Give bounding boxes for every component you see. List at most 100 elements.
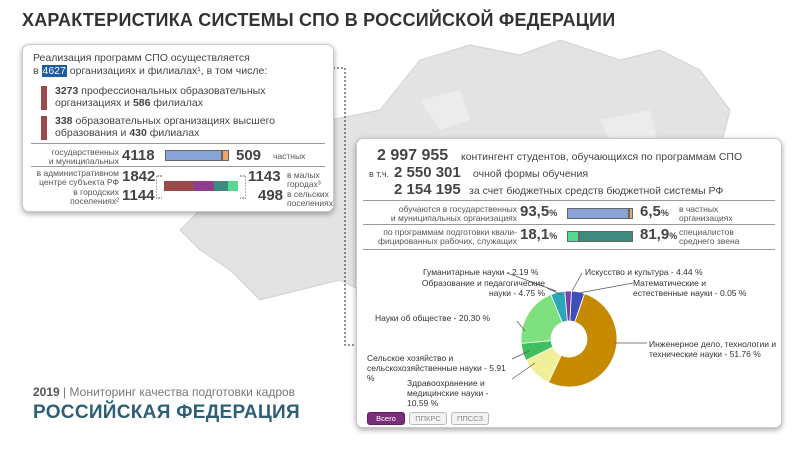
urban-label-line: поселениях²	[70, 196, 119, 206]
entry-text: филиалах	[149, 127, 200, 139]
ownership-bar-private	[222, 150, 229, 161]
pie-slice	[547, 293, 618, 388]
private-org-label-line: в частных	[679, 204, 719, 214]
gov-label-line: и муниципальных	[48, 156, 119, 166]
divider	[31, 166, 325, 167]
entry-value: 3273	[55, 85, 79, 97]
admin-label: в административном центре субъекта РФ	[27, 169, 119, 187]
programs-bar	[567, 231, 633, 242]
settlement-bar-rural	[228, 181, 238, 191]
settlement-bar-admin	[164, 181, 194, 191]
pie-label-health: Здравоохранение и медицинские науки - 10…	[407, 378, 489, 408]
pie-slice	[564, 290, 572, 322]
bracket-left	[156, 175, 162, 199]
rural-label-line: поселениях	[287, 198, 334, 208]
tab-ppkrs[interactable]: ППКРС	[409, 412, 447, 425]
entry-marker	[41, 86, 47, 110]
organizations-panel: Реализация программ СПО осуществляется в…	[22, 44, 334, 212]
entry-marker	[41, 116, 47, 140]
settlement-bars	[156, 175, 246, 199]
fulltime-prefix: в т.ч.	[369, 169, 390, 179]
fulltime-value: 2 550 301	[394, 164, 461, 181]
intro-prefix: в	[33, 65, 39, 77]
programs-bar-workers	[567, 231, 579, 242]
footer-subtitle-text: Мониторинг качества подготовки кадров	[69, 385, 296, 399]
pie-label-social: Науки об обществе - 20.30 %	[375, 313, 491, 323]
urban-value: 1144	[122, 187, 155, 204]
pie-chart	[506, 272, 647, 388]
workers-pct: 18,1%	[520, 226, 557, 243]
pie-label-arts: Искусство и культура - 4.44 %	[585, 267, 703, 277]
pie-label-education: Образование и педагогические науки - 4.7…	[421, 278, 545, 298]
small-towns-label: в малых городах³	[287, 171, 321, 189]
tab-ppssz[interactable]: ППССЗ	[451, 412, 489, 425]
pct-sign: %	[669, 231, 678, 241]
settlement-bar-urban	[194, 181, 214, 191]
admin-label-line: в административном	[36, 168, 119, 178]
state-label: обучаются в государственных и муниципаль…	[365, 205, 517, 223]
urban-label-line: в городских	[73, 187, 119, 197]
org-count: 4627	[41, 65, 67, 77]
private-pct: 6,5%	[640, 203, 669, 220]
gov-label: государственных и муниципальных	[31, 148, 119, 166]
entry-value: 338	[55, 115, 73, 127]
specialists-pct: 81,9%	[640, 226, 677, 243]
pie-leader-line	[571, 272, 583, 292]
pie-leader-line	[511, 362, 536, 380]
intro-text: Реализация программ СПО осуществляется в…	[33, 52, 267, 78]
small-towns-value: 1143	[248, 168, 281, 185]
budget-value: 2 154 195	[394, 181, 461, 198]
entry-text: филиалах	[153, 97, 203, 109]
state-label-line: обучаются в государственных	[398, 204, 517, 214]
admin-label-line: центре субъекта РФ	[39, 177, 119, 187]
student-ownership-bar-state	[567, 208, 629, 219]
gov-value: 4118	[122, 147, 155, 164]
footer-year: 2019	[33, 385, 60, 399]
bracket-right	[240, 175, 246, 199]
divider	[31, 143, 325, 144]
workers-label-line: фицированных рабочих, служащих	[377, 236, 517, 246]
pie-label-humanities: Гуманитарные науки - 2.19 %	[423, 267, 539, 277]
footer-separator: |	[63, 385, 67, 399]
admin-value: 1842	[122, 168, 156, 185]
fulltime-text: очной формы обучения	[473, 168, 589, 180]
private-pct-value: 6,5	[640, 203, 661, 220]
divider	[363, 200, 775, 201]
budget-text: за счет бюджетных средств бюджетной сист…	[469, 185, 724, 197]
divider	[363, 224, 775, 225]
small-label-line: городах³	[287, 179, 321, 189]
specialists-label: специалистов среднего звена	[679, 228, 739, 246]
divider	[363, 249, 775, 250]
specialists-pct-value: 81,9	[640, 226, 670, 243]
pie-leader-line	[506, 272, 557, 292]
intro-line: Реализация программ СПО осуществляется	[33, 52, 250, 64]
entry-text: образовательных организациях высшего	[75, 115, 276, 127]
ownership-bar-gov	[165, 150, 222, 161]
private-org-label-line: организациях	[679, 213, 733, 223]
state-label-line: и муниципальных организациях	[390, 213, 517, 223]
private-label: частных	[273, 151, 306, 161]
workers-label-line: по программам подготовки квали-	[383, 227, 517, 237]
student-ownership-bar	[567, 208, 633, 219]
programs-bar-specialists	[579, 231, 633, 242]
pie-leader-line	[546, 287, 563, 296]
student-ownership-bar-private	[629, 208, 633, 219]
students-total-value: 2 997 955	[377, 147, 449, 164]
pie-leader-line	[578, 282, 634, 294]
students-panel: 2 997 955 контингент студентов, обучающи…	[356, 138, 782, 428]
pie-leader-line	[516, 320, 526, 332]
students-total-text: контингент студентов, обучающихся по про…	[461, 151, 743, 163]
tab-total[interactable]: Всего	[367, 412, 405, 425]
entry-text: профессиональных образовательных	[81, 85, 266, 97]
small-label-line: в малых	[287, 170, 320, 180]
pie-label-agriculture: Сельское хозяйство и сельскохозяйственны…	[367, 353, 506, 383]
entry-value: 586	[132, 97, 151, 109]
footer-region: РОССИЙСКАЯ ФЕДЕРАЦИЯ	[33, 402, 300, 423]
rural-label-line: в сельских	[287, 189, 329, 199]
specialists-label-line: среднего звена	[679, 236, 740, 246]
state-pct-value: 93,5	[520, 203, 550, 220]
page-title: ХАРАКТЕРИСТИКА СИСТЕМЫ СПО В РОССИЙСКОЙ …	[22, 10, 616, 30]
intro-suffix: организациях и филиалах¹, в том числе:	[69, 65, 268, 77]
footer-subtitle: 2019 | Мониторинг качества подготовки ка…	[33, 385, 295, 399]
